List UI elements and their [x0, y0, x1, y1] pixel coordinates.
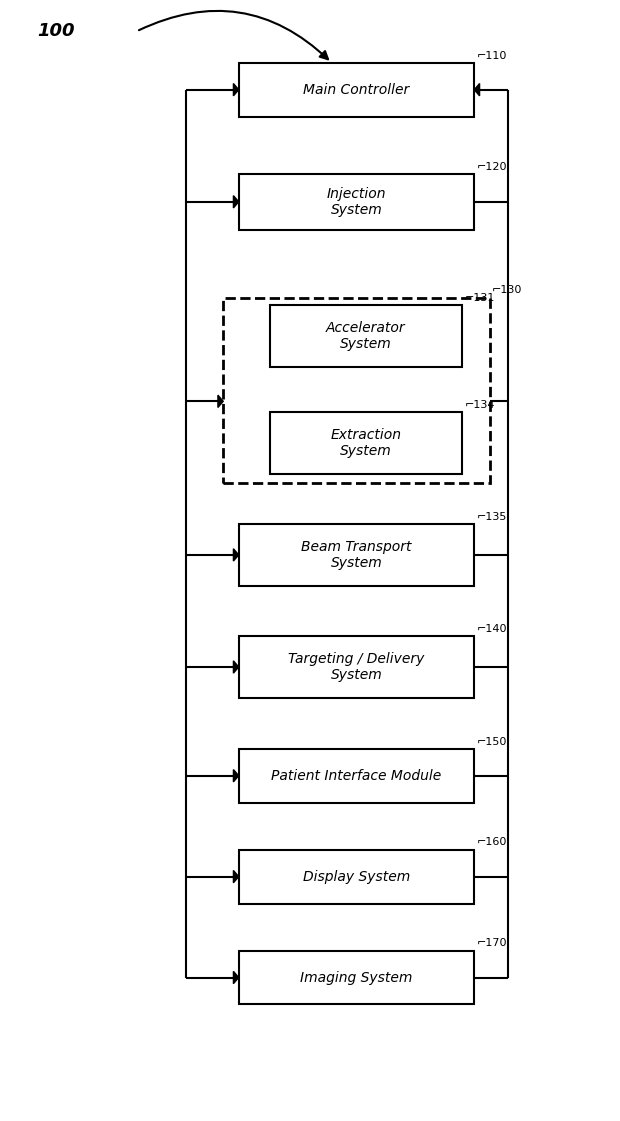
Bar [239, 63, 474, 117]
Text: Accelerator
System: Accelerator System [326, 322, 405, 351]
Bar [223, 297, 490, 482]
Polygon shape [233, 870, 239, 883]
Polygon shape [233, 549, 239, 560]
Text: ⌐110: ⌐110 [477, 50, 507, 61]
Text: 100: 100 [37, 22, 74, 40]
Text: ⌐120: ⌐120 [477, 161, 507, 172]
Bar [239, 951, 474, 1004]
Text: Imaging System: Imaging System [300, 971, 413, 984]
Bar [239, 637, 474, 697]
Text: ⌐170: ⌐170 [477, 938, 507, 948]
Bar [270, 305, 462, 368]
Bar [270, 411, 462, 473]
Text: Injection
System: Injection System [327, 187, 386, 216]
Polygon shape [233, 769, 239, 782]
Polygon shape [233, 84, 239, 95]
Text: Beam Transport
System: Beam Transport System [301, 540, 412, 569]
Polygon shape [474, 84, 479, 95]
Text: Patient Interface Module: Patient Interface Module [272, 769, 441, 782]
Polygon shape [233, 660, 239, 673]
Text: ⌐150: ⌐150 [477, 736, 507, 747]
Text: Main Controller: Main Controller [303, 83, 410, 96]
Text: ⌐140: ⌐140 [477, 624, 507, 633]
Text: ⌐135: ⌐135 [477, 512, 507, 522]
Text: Display System: Display System [303, 870, 410, 883]
Bar [239, 749, 474, 803]
Bar [239, 174, 474, 230]
Text: ⌐160: ⌐160 [477, 837, 507, 847]
Text: Extraction
System: Extraction System [330, 428, 401, 457]
Polygon shape [233, 971, 239, 984]
Text: ⌐134: ⌐134 [464, 400, 495, 409]
Text: Targeting / Delivery
System: Targeting / Delivery System [288, 652, 425, 682]
Bar [239, 525, 474, 585]
Text: ⌐130: ⌐130 [492, 286, 523, 295]
Polygon shape [233, 196, 239, 209]
Bar [239, 850, 474, 904]
Text: ⌐131: ⌐131 [464, 294, 495, 304]
Polygon shape [218, 396, 223, 407]
